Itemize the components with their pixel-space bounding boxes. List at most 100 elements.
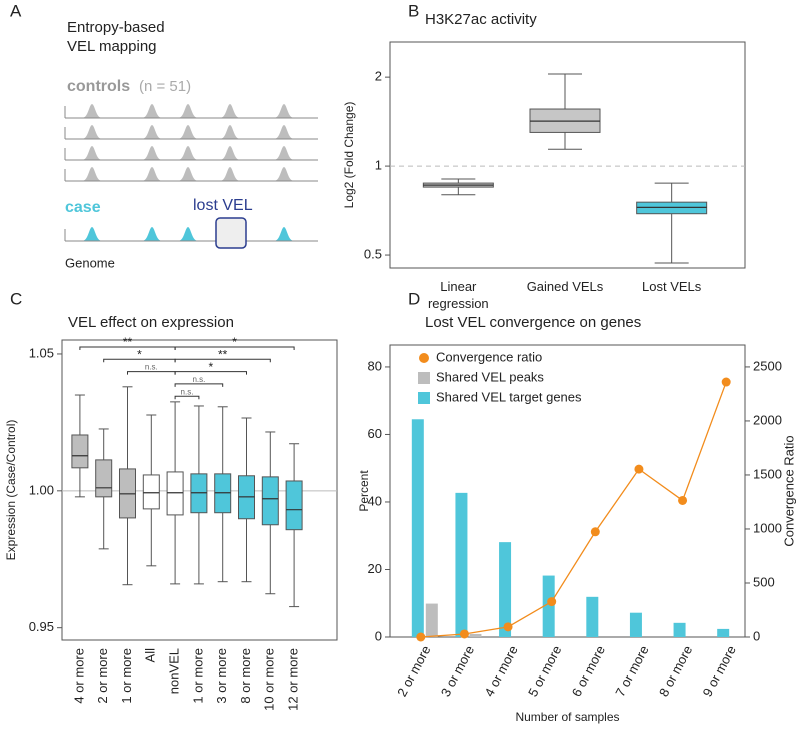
point: [634, 464, 644, 474]
y2-tick-label: 0: [753, 628, 760, 643]
panel-letter: B: [408, 1, 419, 20]
x-tick-label: 1 or more: [119, 648, 134, 704]
plot-frame: [61, 339, 338, 641]
x-tick-label: 4 or more: [71, 648, 86, 704]
y-tick-label: 1.05: [29, 345, 54, 360]
bar: [411, 419, 424, 637]
bar: [499, 542, 512, 637]
bar: [629, 612, 642, 637]
track-fill: [65, 167, 318, 181]
bar: [469, 633, 482, 637]
significance-bracket: [174, 346, 295, 350]
x-tick-label: All: [143, 648, 158, 663]
y-tick-label: 40: [368, 493, 382, 508]
point: [721, 377, 731, 387]
legend-label: Shared VEL target genes: [436, 389, 582, 404]
y-tick-label: 0.95: [29, 619, 54, 634]
point: [547, 597, 557, 607]
x-tick-label: 3 or more: [214, 648, 229, 704]
x-tick-label: 2 or more: [95, 648, 110, 704]
case-label: case: [65, 199, 101, 216]
y-tick-label: 1: [375, 158, 382, 173]
lost-vel-box: [215, 217, 247, 249]
y2-tick-label: 1500: [753, 466, 782, 481]
plot-frame: [389, 344, 746, 638]
y-tick-label: 80: [368, 358, 382, 373]
x-tick-label: 6 or more: [569, 643, 608, 699]
bar: [717, 628, 730, 637]
chart-title: Lost VEL convergence on genes: [425, 314, 641, 331]
y-axis-label: Percent: [357, 470, 371, 512]
legend-marker: [419, 353, 429, 363]
y2-axis-label: Convergence Ratio: [781, 435, 796, 546]
y-tick-label: 2: [375, 69, 382, 84]
controls-label: controls: [67, 78, 130, 95]
legend-label: Convergence ratio: [436, 349, 542, 364]
significance-bracket: [174, 383, 224, 387]
line: [420, 381, 727, 638]
x-tick-label: 8 or more: [238, 648, 253, 704]
y-tick-label: 60: [368, 426, 382, 441]
controls-n: (n = 51): [139, 78, 191, 95]
y2-tick-label: 2000: [753, 412, 782, 427]
x-tick-label: 4 or more: [481, 643, 520, 699]
x-tick-label: 12 or more: [286, 648, 301, 711]
point: [678, 495, 688, 505]
box: [285, 480, 303, 531]
bar: [673, 622, 686, 637]
significance-label: n.s.: [145, 363, 158, 372]
x-axis-label: Number of samples: [515, 710, 619, 724]
track-fill: [65, 104, 318, 118]
diagram-title: Entropy-based: [67, 19, 165, 36]
plot-frame: [389, 41, 746, 269]
x-tick-label: 9 or more: [700, 643, 739, 699]
panel-letter: C: [10, 289, 22, 308]
significance-bracket: [174, 395, 200, 400]
box: [261, 476, 279, 526]
chart-title: H3K27ac activity: [425, 11, 537, 28]
x-tick-label: 8 or more: [656, 643, 695, 699]
y2-tick-label: 2500: [753, 358, 782, 373]
significance-bracket: [174, 358, 271, 363]
y-tick-label: 1.00: [29, 482, 54, 497]
box: [166, 471, 184, 516]
track-fill: [65, 227, 318, 241]
box: [95, 459, 113, 498]
point: [590, 527, 600, 537]
bar: [542, 575, 555, 637]
diagram-title: VEL mapping: [67, 38, 157, 55]
significance-label: *: [232, 335, 237, 349]
legend-marker: [418, 392, 430, 404]
significance-bracket: [127, 371, 176, 375]
bar: [425, 603, 438, 637]
box: [71, 434, 89, 469]
point: [416, 632, 426, 642]
y-tick-label: 0: [375, 628, 382, 643]
significance-label: **: [218, 347, 228, 361]
chart-title: VEL effect on expression: [68, 314, 234, 331]
legend-marker: [418, 372, 430, 384]
y-tick-label: 0.5: [364, 246, 382, 261]
significance-label: *: [208, 360, 213, 374]
lost-vel-label: lost VEL: [193, 197, 253, 214]
box: [142, 474, 160, 510]
point: [503, 622, 513, 632]
y-tick-label: 20: [368, 561, 382, 576]
x-tick-label: 3 or more: [438, 643, 477, 699]
genome-label: Genome: [65, 255, 115, 270]
legend-label: Shared VEL peaks: [436, 369, 544, 384]
point: [459, 629, 469, 639]
x-tick-label: 1 or more: [190, 648, 205, 704]
panel-letter: D: [408, 289, 420, 308]
x-tick-label: Gained VELs: [526, 279, 604, 294]
significance-label: **: [123, 335, 133, 349]
y-axis-label: Expression (Case/Control): [4, 420, 18, 561]
x-tick-label: nonVEL: [167, 648, 182, 694]
track-fill: [65, 146, 318, 160]
track-fill: [65, 125, 318, 139]
significance-label: n.s.: [192, 375, 205, 384]
significance-bracket: [174, 371, 247, 375]
x-tick-label: 7 or more: [612, 643, 651, 699]
